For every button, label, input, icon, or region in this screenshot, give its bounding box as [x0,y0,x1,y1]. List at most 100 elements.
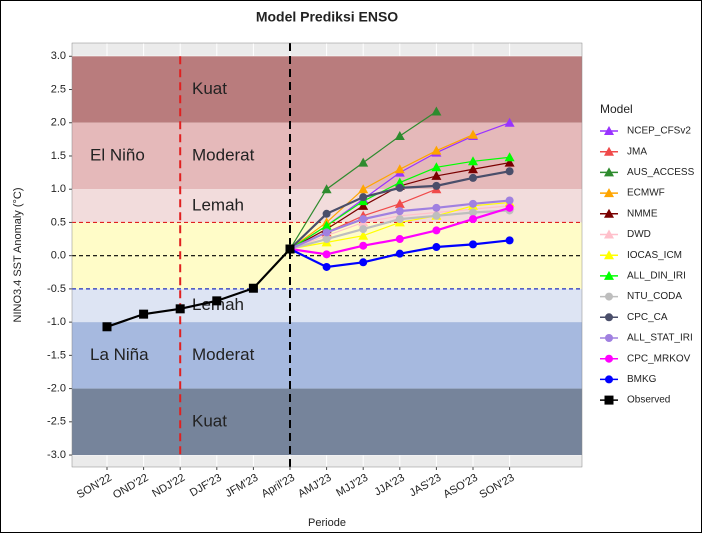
data-point [504,117,515,127]
legend-marker [604,270,614,280]
data-point [432,211,441,220]
data-point [395,235,404,244]
data-point [468,156,478,166]
data-point [395,207,404,216]
data-point [504,152,515,162]
data-point [395,183,404,192]
legend-label: ALL_DIN_IRI [627,271,686,282]
band [72,388,582,456]
band-label: La Niña [90,345,149,364]
data-point [431,170,442,180]
band [72,56,582,123]
legend-label: IOCAS_ICM [627,250,682,261]
legend-label: DWD [627,229,651,240]
y-tick-label: 0.5 [51,216,66,228]
data-point [505,203,514,212]
legend-marker [604,167,614,177]
data-point [359,225,368,234]
data-point [175,304,185,314]
legend-marker [604,250,614,260]
data-point [395,249,404,258]
data-point [469,199,477,208]
legend-label: NTU_CODA [627,291,682,302]
data-point [505,196,514,205]
y-tick-label: -1.0 [47,316,66,328]
y-tick-label: 3.0 [51,50,66,62]
data-point [358,157,369,167]
data-point [322,235,331,244]
legend-marker [604,208,614,218]
band [72,288,582,323]
y-tick-label: -0.5 [47,283,66,295]
data-point [322,262,331,271]
data-point [432,226,441,235]
band-label: Moderat [192,345,255,364]
legend-label: ECMWF [627,188,665,199]
data-point [469,208,477,217]
legend-marker [604,146,614,156]
data-point [469,240,477,249]
legend-label: ALL_STAT_IRI [627,333,693,344]
band [72,122,582,190]
y-tick-label: -2.5 [47,416,66,428]
y-tick-label: -3.0 [47,449,66,461]
data-point [468,129,478,139]
data-point [394,177,405,187]
data-point [248,283,258,293]
legend-marker [604,395,614,405]
legend-marker [605,292,613,301]
data-point [505,236,514,245]
data-point [322,250,331,259]
data-point [359,215,368,224]
data-point [322,228,331,237]
data-point [394,164,405,174]
legend-label: JMA [627,146,647,157]
band-label: Kuat [192,79,227,98]
legend-title: Model [600,102,633,116]
data-point [432,203,441,212]
data-point [321,220,332,230]
legend-label: NCEP_CFSv2 [627,126,691,137]
y-tick-label: 2.0 [51,117,66,129]
data-point [431,145,442,155]
data-point [468,164,478,174]
band [72,322,582,389]
x-axis-title: Periode [308,517,346,529]
legend-marker [604,126,614,135]
legend-marker [604,188,614,198]
band-label: El Niño [90,145,145,164]
legend-label: AUS_ACCESS [627,167,695,178]
data-point [358,184,369,194]
data-point [358,230,369,240]
data-point [469,215,477,224]
y-axis-title: NINO3.4 SST Anomaly (°C) [12,187,24,322]
data-point [432,181,441,190]
legend-marker [605,313,613,322]
data-point [139,309,149,319]
legend-marker [605,375,613,384]
band-label: Lemah [192,195,244,214]
legend-label: BMKG [627,374,657,385]
y-tick-label: 1.0 [51,183,66,195]
data-point [431,106,442,116]
data-point [504,157,515,167]
legend-label: Observed [627,395,670,406]
data-point [322,209,331,218]
data-point [394,131,405,141]
data-point [359,241,368,250]
legend-label: CPC_CA [627,312,668,323]
y-tick-label: 2.5 [51,83,66,95]
data-point [359,258,368,267]
data-point [395,215,404,224]
band-label: Kuat [192,411,227,430]
data-point [432,243,441,252]
series-line [289,134,474,250]
data-point [212,296,222,306]
legend-marker [604,229,614,239]
y-tick-label: -2.0 [47,382,66,394]
band-label: Moderat [192,145,255,164]
plot-border [71,42,583,468]
legend-marker [605,334,613,342]
data-point [505,167,514,176]
